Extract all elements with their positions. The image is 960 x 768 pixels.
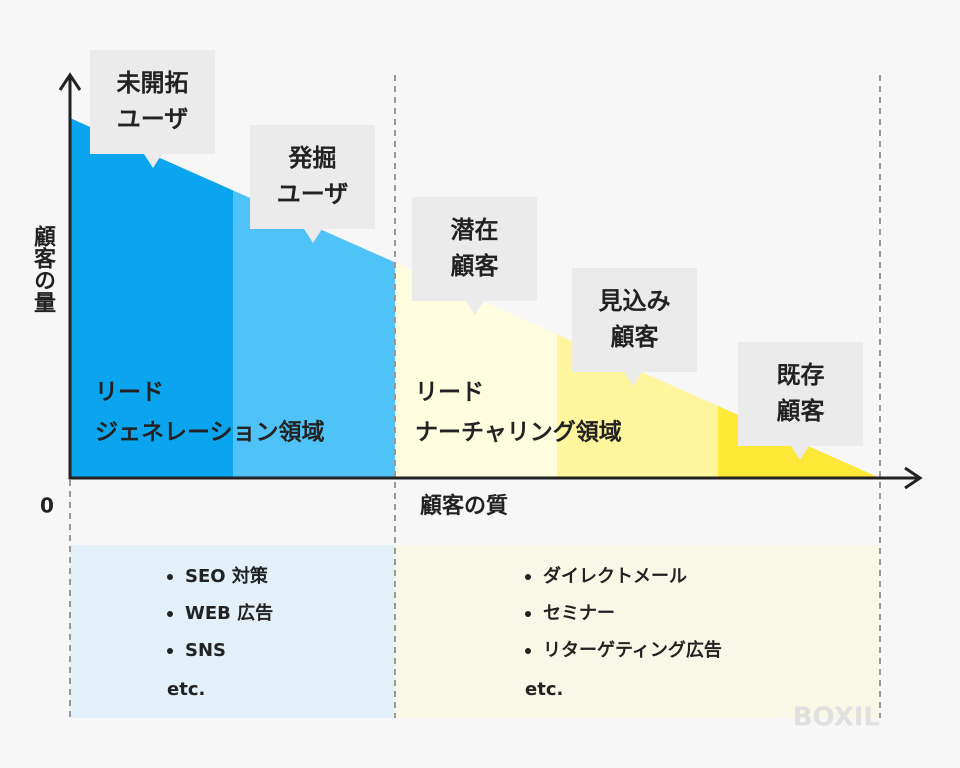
x-axis-label: 顧客の質 xyxy=(420,493,508,519)
callout-pointer xyxy=(791,446,809,460)
region-label: リード xyxy=(415,380,484,406)
callout-box xyxy=(738,342,863,446)
bullet xyxy=(525,611,531,617)
callout-pointer xyxy=(144,154,162,168)
callout-text: ユーザ xyxy=(277,180,349,208)
axes xyxy=(58,72,923,490)
callout-pointer xyxy=(624,372,642,386)
list-item: セミナー xyxy=(543,603,615,624)
bullet xyxy=(167,648,173,654)
left-panel xyxy=(70,545,395,718)
callout-text: ユーザ xyxy=(117,105,189,133)
region-label: ジェネレーション領域 xyxy=(95,419,325,446)
list-item: WEB 広告 xyxy=(185,602,273,624)
callout-box xyxy=(90,50,215,154)
origin-label: 0 xyxy=(40,494,54,518)
right-panel xyxy=(395,545,880,718)
callout-text: 顧客 xyxy=(777,397,826,425)
list-item: ダイレクトメール xyxy=(543,565,687,587)
callout-text: 潜在 xyxy=(451,216,499,244)
bullet xyxy=(167,574,173,580)
list-item: リターゲティング広告 xyxy=(543,639,722,661)
content: 未開拓ユーザ発掘ユーザ潜在顧客見込み顧客既存顧客リードジェネレーション領域SEO… xyxy=(90,50,863,700)
region-label: ナーチャリング領域 xyxy=(415,419,622,446)
dividers xyxy=(69,75,881,718)
callout-pointer xyxy=(466,301,484,315)
callout-box xyxy=(572,268,697,372)
callout-text: 既存 xyxy=(777,361,825,389)
callout-box xyxy=(250,125,375,229)
callout-text: 顧客 xyxy=(451,252,500,280)
callout-text: 発掘 xyxy=(288,144,337,172)
y-axis-label: 顧客の量 xyxy=(30,224,56,313)
callout-text: 顧客 xyxy=(611,323,660,351)
list-etc: etc. xyxy=(167,679,205,700)
callout-box xyxy=(412,197,537,301)
bullet xyxy=(525,648,531,654)
callout-pointer xyxy=(304,229,322,243)
bullet xyxy=(167,611,173,617)
callout-text: 未開拓 xyxy=(117,69,189,97)
watermark: BOXIL xyxy=(793,703,880,733)
region-label: リード xyxy=(95,380,164,406)
area-segment xyxy=(233,190,395,478)
bullet xyxy=(525,574,531,580)
area-segment xyxy=(395,262,557,478)
list-item: SEO 対策 xyxy=(185,565,269,587)
area-segment xyxy=(70,118,233,478)
list-etc: etc. xyxy=(525,679,563,700)
list-item: SNS xyxy=(185,640,226,661)
callout-text: 見込み xyxy=(599,287,671,315)
